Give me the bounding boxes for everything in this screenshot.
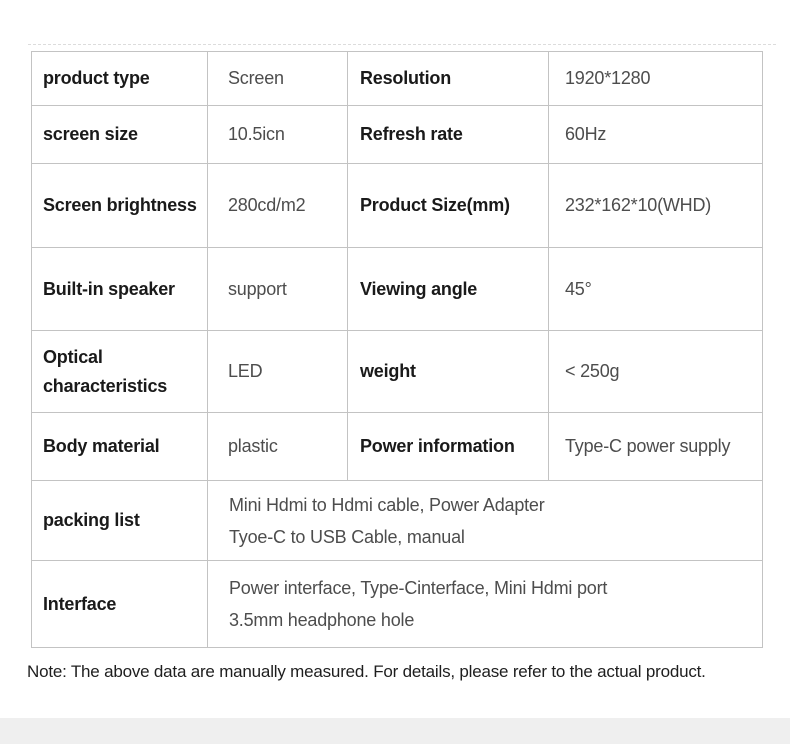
packing-list-line-1: Mini Hdmi to Hdmi cable, Power Adapter: [229, 494, 545, 515]
spec-label-power-information: Power information: [347, 412, 549, 481]
spec-label-optical-characteristics: Optical characteristics: [31, 330, 208, 413]
spec-value-power-information: Type-C power supply: [548, 412, 763, 481]
spec-value-screen-brightness: 280cd/m2: [207, 163, 348, 248]
spec-value-screen-size: 10.5icn: [207, 105, 348, 164]
scan-artifact-line: [28, 44, 776, 45]
table-row: Screen brightness 280cd/m2 Product Size(…: [31, 163, 763, 248]
interface-line-2: 3.5mm headphone hole: [229, 610, 415, 630]
spec-label-resolution: Resolution: [347, 51, 549, 106]
spec-label-refresh-rate: Refresh rate: [347, 105, 549, 164]
interface-line-1: Power interface, Type-Cinterface, Mini H…: [229, 578, 608, 598]
spec-value-product-size: 232*162*10(WHD): [548, 163, 763, 248]
table-row: Optical characteristics LED weight < 250…: [31, 330, 763, 413]
packing-list-line-2: Tyoe-C to USB Cable, manual: [229, 526, 465, 547]
table-row: Built-in speaker support Viewing angle 4…: [31, 247, 763, 331]
spec-label-product-size: Product Size(mm): [347, 163, 549, 248]
spec-value-body-material: plastic: [207, 412, 348, 481]
bottom-gray-band: [0, 718, 790, 744]
spec-label-body-material: Body material: [31, 412, 208, 481]
spec-value-built-in-speaker: support: [207, 247, 348, 331]
table-row: packing list Mini Hdmi to Hdmi cable, Po…: [31, 480, 763, 561]
spec-value-optical-characteristics: LED: [207, 330, 348, 413]
spec-label-interface: Interface: [31, 560, 208, 648]
spec-value-product-type: Screen: [207, 51, 348, 106]
spec-value-packing-list: Mini Hdmi to Hdmi cable, Power Adapter T…: [207, 480, 763, 561]
spec-label-viewing-angle: Viewing angle: [347, 247, 549, 331]
spec-value-interface: Power interface, Type-Cinterface, Mini H…: [207, 560, 763, 648]
note-text: Note: The above data are manually measur…: [27, 662, 706, 681]
table-row: Interface Power interface, Type-Cinterfa…: [31, 560, 763, 648]
spec-value-resolution: 1920*1280: [548, 51, 763, 106]
spec-value-refresh-rate: 60Hz: [548, 105, 763, 164]
spec-label-screen-size: screen size: [31, 105, 208, 164]
spec-value-viewing-angle: 45°: [548, 247, 763, 331]
table-row: product type Screen Resolution 1920*1280: [31, 51, 763, 106]
table-row: Body material plastic Power information …: [31, 412, 763, 481]
table-row: screen size 10.5icn Refresh rate 60Hz: [31, 105, 763, 164]
spec-value-weight: < 250g: [548, 330, 763, 413]
spec-label-screen-brightness: Screen brightness: [31, 163, 208, 248]
product-spec-table: product type Screen Resolution 1920*1280…: [31, 51, 763, 648]
spec-label-built-in-speaker: Built-in speaker: [31, 247, 208, 331]
spec-label-weight: weight: [347, 330, 549, 413]
spec-label-packing-list: packing list: [31, 480, 208, 561]
spec-label-product-type: product type: [31, 51, 208, 106]
